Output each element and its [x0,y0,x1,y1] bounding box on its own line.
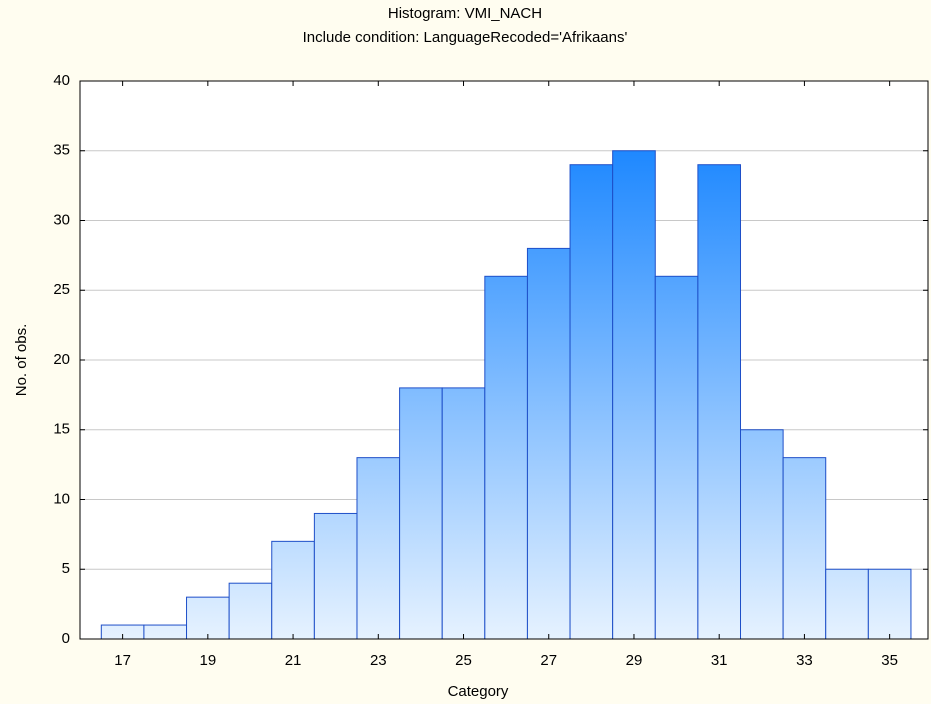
bar [569,164,614,640]
chart-title: Histogram: VMI_NACH [388,5,542,22]
bar [271,540,315,640]
x-tick-label: 23 [370,652,387,669]
bar [399,387,443,640]
bar [526,247,571,640]
bar [441,387,486,640]
y-tick-label: 5 [62,560,70,577]
chart-subtitle: Include condition: LanguageRecoded='Afri… [303,29,628,46]
x-tick-label: 27 [540,652,557,669]
x-tick-label: 29 [626,652,643,669]
bar [313,512,358,640]
y-tick-label: 35 [53,142,70,159]
bar [484,275,528,640]
plot-frame [79,80,929,640]
y-tick-label: 25 [53,281,70,298]
bar [654,275,699,640]
x-tick-label: 31 [711,652,728,669]
bar [867,568,912,640]
x-tick-label: 19 [199,652,216,669]
bar [143,624,188,640]
bar [186,596,230,640]
y-tick-label: 30 [53,211,70,228]
bar [356,457,401,640]
x-tick-label: 17 [114,652,131,669]
bar [228,582,273,640]
bar [612,150,656,640]
y-tick-label: 10 [53,490,70,507]
y-tick-label: 20 [53,351,70,368]
x-tick-label: 35 [881,652,898,669]
x-axis-label: Category [448,683,509,700]
bar [782,457,827,640]
y-tick-label: 40 [53,72,70,89]
bar [740,429,784,640]
bar [697,164,742,640]
x-tick-label: 25 [455,652,472,669]
y-tick-label: 0 [62,630,70,647]
y-axis-label: No. of obs. [13,324,30,397]
bar [825,568,869,640]
y-tick-label: 15 [53,421,70,438]
x-tick-label: 21 [285,652,302,669]
x-tick-label: 33 [796,652,813,669]
